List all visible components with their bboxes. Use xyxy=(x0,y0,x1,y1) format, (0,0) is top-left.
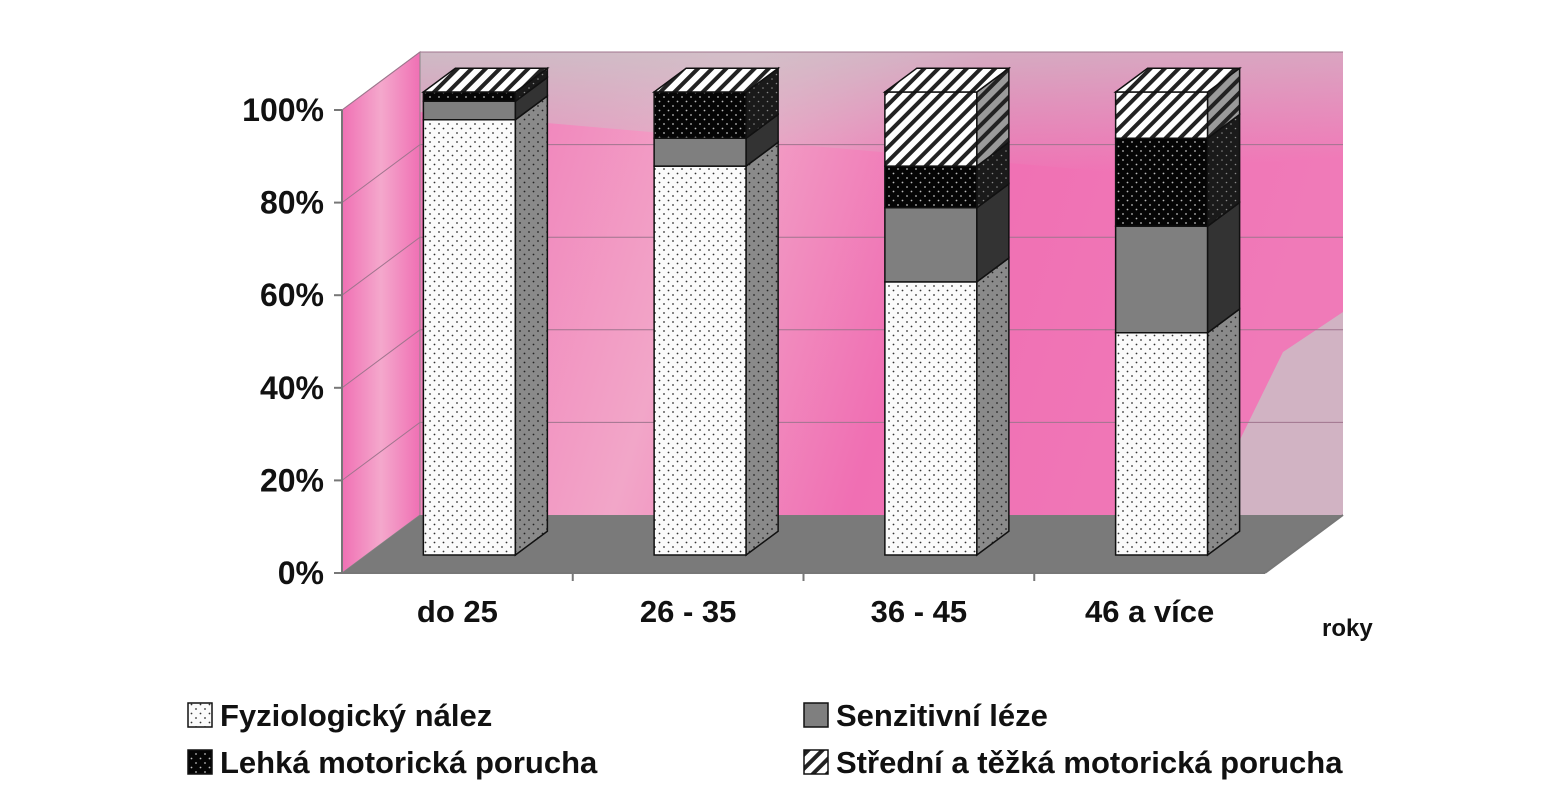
bar-segment-front xyxy=(1114,91,1209,140)
bar-stack xyxy=(421,66,550,557)
bar-segment-front xyxy=(1114,137,1209,228)
bars xyxy=(421,66,1242,557)
bar-segment-front xyxy=(422,119,517,556)
bar-top xyxy=(651,67,781,93)
bar-segment-side xyxy=(514,94,549,557)
legend-swatch xyxy=(803,749,829,775)
y-tick-label: 60% xyxy=(260,277,324,313)
side-wall xyxy=(341,51,421,574)
bar-stack xyxy=(882,66,1012,557)
bar-stack xyxy=(651,66,781,557)
y-tick-label: 40% xyxy=(260,370,324,406)
legend-item: Lehká motorická porucha xyxy=(187,745,598,780)
legend-label: Lehká motorická porucha xyxy=(220,745,598,780)
legend-item: Fyziologický nález xyxy=(187,698,492,733)
legend-swatch xyxy=(187,749,213,775)
floor xyxy=(342,515,1343,573)
bar-stack xyxy=(1113,66,1242,557)
gridline xyxy=(341,144,1343,204)
bar-segment-front xyxy=(653,165,747,556)
gridline xyxy=(341,236,1343,296)
bar-top xyxy=(1113,67,1242,93)
legend-label: Fyziologický nález xyxy=(220,698,492,733)
bar-segment-front xyxy=(884,207,978,283)
bar-top xyxy=(421,67,550,93)
bar-segment-front xyxy=(422,100,517,121)
legend-item: Senzitivní léze xyxy=(803,698,1048,733)
x-category-label: 46 a více xyxy=(1085,594,1214,629)
gridline xyxy=(341,51,1343,111)
bar-segment-front xyxy=(1114,332,1209,556)
bar-segment-front xyxy=(653,91,747,140)
legend-label: Střední a těžká motorická porucha xyxy=(836,745,1343,780)
x-category-label: 26 - 35 xyxy=(640,594,737,629)
bar-segment-front xyxy=(884,165,978,209)
y-tick-label: 80% xyxy=(260,185,324,221)
bar-segment-front xyxy=(884,281,978,556)
gridline xyxy=(341,329,1343,389)
legend-swatch xyxy=(187,702,213,728)
gridlines xyxy=(341,51,1343,481)
floor-edge xyxy=(1264,514,1344,574)
axes xyxy=(334,109,1344,581)
bar-segment-front xyxy=(653,137,747,167)
bar-segment-front xyxy=(1114,225,1209,334)
x-unit-label: roky xyxy=(1322,615,1373,642)
gridline xyxy=(341,421,1343,481)
y-tick-labels: 0% 20% 40% 60% 80% 100% xyxy=(242,92,324,591)
y-tick-label: 100% xyxy=(242,92,324,128)
bar-segment-side xyxy=(1206,307,1241,557)
y-tick-label: 20% xyxy=(260,462,324,498)
x-category-label: 36 - 45 xyxy=(871,594,968,629)
bar-top xyxy=(882,67,1012,93)
bar-segment-front xyxy=(884,91,978,167)
legend-item: Střední a těžká motorická porucha xyxy=(803,745,1343,780)
x-category-label: do 25 xyxy=(417,594,498,629)
chart-walls xyxy=(341,51,1343,574)
back-wall-highlight xyxy=(420,52,1343,192)
bar-segment-side xyxy=(745,140,779,557)
legend: Fyziologický nález Senzitivní léze Lehká m… xyxy=(187,698,1343,780)
y-tick-label: 0% xyxy=(278,555,324,591)
bar-segment-front xyxy=(422,91,517,103)
legend-swatch xyxy=(803,702,829,728)
x-category-labels: do 25 26 - 35 36 - 45 46 a více xyxy=(417,594,1214,629)
legend-label: Senzitivní léze xyxy=(836,698,1048,733)
bar-segment-side xyxy=(976,256,1010,557)
